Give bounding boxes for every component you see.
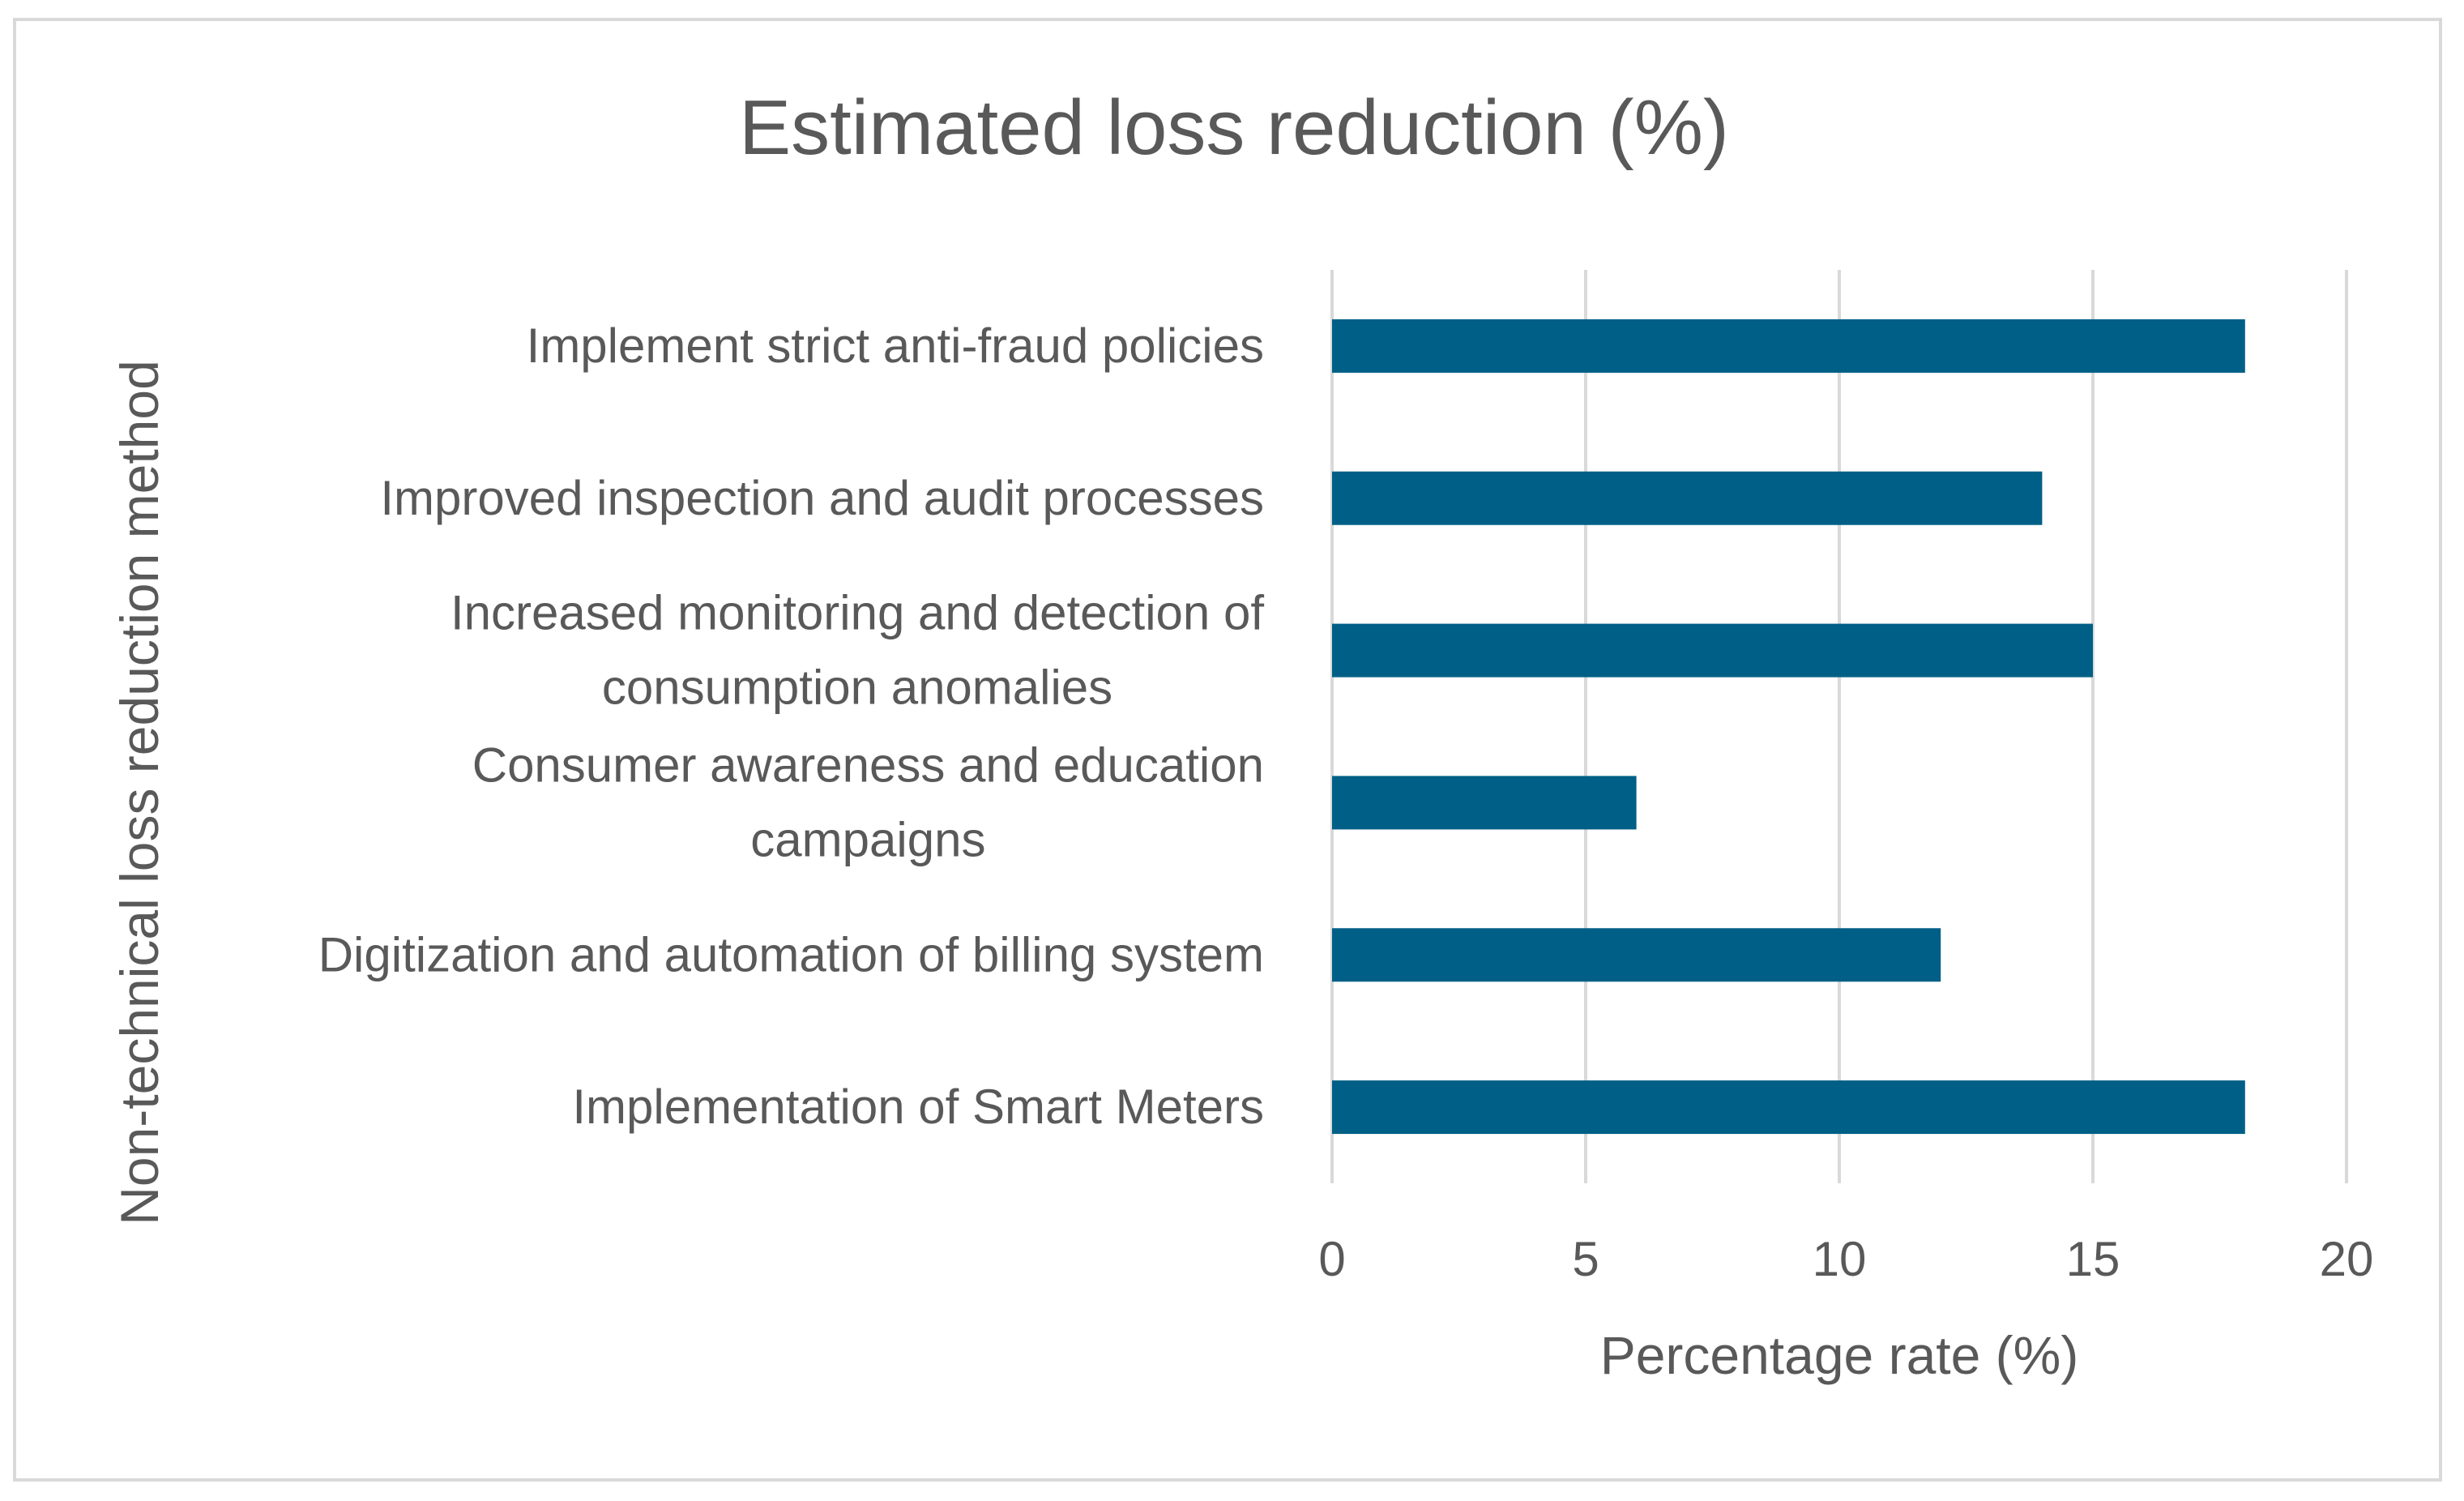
gridlines [1330,270,2348,1183]
x-tick-label: 20 [2320,1232,2374,1286]
y-axis-title: Non-technical loss reduction method [109,360,169,1225]
category-label: Implement strict anti-fraud policies [527,319,1264,373]
bar [1332,471,2043,525]
x-tick-labels: 0 5 10 15 20 [1318,1232,2373,1286]
category-label: Improved inspection and audit processes [380,471,1264,525]
x-tick-label: 0 [1318,1232,1345,1286]
chart-frame [13,18,2442,1482]
category-label: Consumer awareness and education campaign… [472,738,1264,866]
bars [1332,319,2245,1135]
bar [1332,776,1637,830]
x-tick-label: 10 [1813,1232,1867,1286]
bar [1332,319,2245,373]
x-tick-label: 5 [1572,1232,1599,1286]
chart-title: Estimated loss reduction (%) [739,84,1729,171]
category-label: Increased monitoring and detection of con… [451,586,1264,715]
bar [1332,928,1941,982]
x-tick-label: 15 [2066,1232,2120,1286]
x-axis-title: Percentage rate (%) [1600,1325,2079,1385]
category-labels: Implement strict anti-fraud policies Impr… [318,319,1265,1134]
bar [1332,1080,2245,1135]
bar [1332,623,2093,678]
category-label: Digitization and automation of billing s… [318,927,1264,981]
category-label: Implementation of Smart Meters [572,1080,1264,1134]
